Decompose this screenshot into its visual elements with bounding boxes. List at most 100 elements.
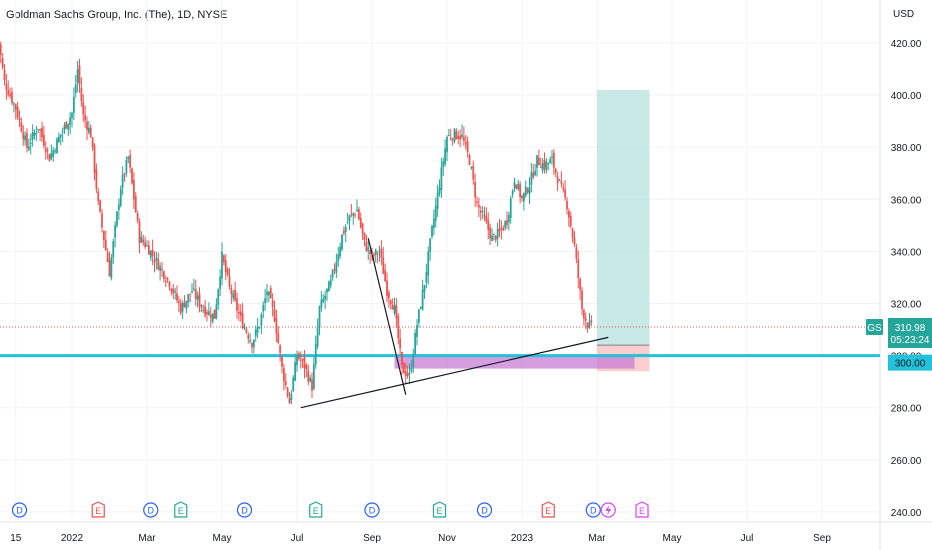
candle-body — [316, 327, 319, 347]
candle-body — [588, 321, 591, 327]
candle-body — [562, 187, 565, 190]
candle-body — [519, 184, 522, 197]
candle-body — [346, 222, 349, 224]
candle-body — [61, 131, 64, 133]
support-price-label: 300.00 — [895, 359, 926, 370]
candle-body — [241, 313, 244, 329]
candle-body — [350, 213, 353, 215]
candle-body — [237, 312, 240, 314]
candle-body — [91, 137, 94, 147]
candle-body — [209, 314, 212, 318]
candle-body — [59, 134, 62, 138]
candle-body — [5, 83, 8, 90]
candle-body — [232, 293, 235, 299]
candle-body — [162, 271, 165, 279]
candle-body — [44, 148, 47, 153]
candle-body — [114, 225, 117, 238]
candle-body — [286, 387, 289, 397]
candle-body — [117, 204, 120, 210]
candle-body — [387, 292, 390, 299]
candle-body — [22, 132, 25, 140]
candle-body — [521, 195, 523, 199]
candle-body — [446, 136, 448, 153]
candle-body — [279, 345, 282, 354]
candle-body — [228, 276, 231, 286]
candle-body — [376, 253, 379, 255]
candle-body — [245, 329, 248, 333]
candle-body — [31, 132, 34, 140]
candle-body — [305, 365, 308, 370]
candle-body — [311, 379, 313, 391]
candle-body — [110, 257, 113, 279]
candle-body — [545, 161, 548, 171]
candle-body — [121, 174, 124, 188]
candle-body — [290, 393, 293, 401]
candle-body — [307, 370, 310, 382]
x-tick-label: May — [663, 533, 682, 544]
earnings-marker: E — [639, 506, 645, 516]
y-tick-label: 380.00 — [891, 143, 922, 154]
candle-body — [20, 122, 23, 132]
candle-body — [509, 198, 512, 218]
candle-body — [191, 291, 193, 293]
earnings-marker: E — [545, 506, 551, 516]
candle-body — [27, 146, 30, 150]
candle-body — [367, 247, 370, 251]
x-tick-label: 2023 — [511, 533, 534, 544]
candle-body — [393, 304, 396, 314]
candle-body — [183, 302, 186, 307]
candle-body — [76, 69, 79, 83]
candle-body — [515, 184, 518, 190]
candle-body — [258, 327, 261, 329]
candle-body — [564, 189, 567, 198]
candle-body — [344, 226, 347, 232]
candle-body — [101, 213, 103, 228]
candle-body — [526, 188, 529, 193]
candle-body — [528, 187, 531, 195]
candle-body — [39, 129, 42, 131]
candle-body — [312, 364, 315, 389]
candle-body — [566, 201, 568, 210]
candle-body — [284, 381, 287, 385]
candle-body — [224, 260, 227, 273]
candle-body — [112, 241, 115, 258]
candle-body — [573, 237, 576, 245]
dividend-marker: D — [241, 506, 248, 516]
earnings-icon — [635, 501, 649, 518]
candle-body — [462, 136, 465, 142]
candle-body — [104, 239, 107, 251]
candle-body — [140, 236, 143, 243]
symbol-tag — [866, 318, 883, 335]
candle-body — [455, 131, 458, 139]
candle-body — [247, 334, 250, 339]
candle-body — [57, 136, 60, 143]
earnings-icon — [91, 501, 105, 518]
candle-body — [408, 373, 411, 375]
candle-body — [153, 259, 156, 262]
candle-body — [67, 123, 70, 130]
candle-body — [254, 329, 257, 337]
earnings-marker: E — [436, 506, 442, 516]
candle-body — [399, 338, 402, 349]
candle-body — [459, 135, 462, 140]
candle-body — [532, 172, 535, 178]
candle-body — [149, 250, 152, 258]
candle-body — [266, 291, 268, 296]
candle-body — [438, 187, 441, 194]
candle-body — [161, 268, 163, 270]
candle-body — [131, 168, 133, 184]
candle-body — [500, 228, 503, 230]
candle-body — [159, 266, 162, 271]
candle-body — [299, 359, 302, 361]
candle-body — [507, 214, 510, 223]
candle-body — [318, 306, 321, 328]
candle-body — [524, 186, 527, 196]
candle-body — [80, 87, 83, 101]
candle-body — [35, 132, 38, 134]
earnings-icon — [432, 501, 447, 518]
candle-body — [72, 96, 75, 114]
candle-body — [52, 149, 55, 157]
candle-body — [361, 223, 364, 234]
candle-body — [386, 280, 388, 296]
